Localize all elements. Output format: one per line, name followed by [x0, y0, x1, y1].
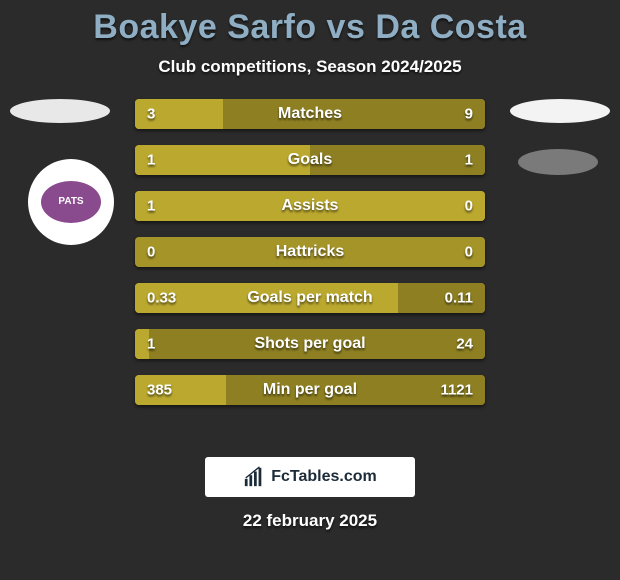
brand-text: FcTables.com — [271, 468, 377, 486]
player-right-photo-placeholder — [510, 99, 610, 123]
date-text: 22 february 2025 — [0, 511, 620, 531]
player-right-club-placeholder — [518, 149, 598, 175]
stat-label: Goals per match — [135, 289, 485, 307]
club-badge-icon: PATS — [41, 181, 101, 223]
stat-label: Shots per goal — [135, 335, 485, 353]
stat-row: 10Assists — [135, 191, 485, 221]
stat-label: Hattricks — [135, 243, 485, 261]
player-left-photo-placeholder — [10, 99, 110, 123]
stat-row: 0.330.11Goals per match — [135, 283, 485, 313]
club-badge-text: PATS — [58, 197, 83, 207]
stat-row: 39Matches — [135, 99, 485, 129]
brand-chart-icon — [243, 466, 265, 488]
stat-row: 00Hattricks — [135, 237, 485, 267]
stat-label: Min per goal — [135, 381, 485, 399]
comparison-card: Boakye Sarfo vs Da Costa Club competitio… — [0, 0, 620, 580]
stat-bars: 39Matches 11Goals 10Assists 00Hattricks 0.33… — [135, 99, 485, 421]
page-subtitle: Club competitions, Season 2024/2025 — [0, 57, 620, 77]
page-title: Boakye Sarfo vs Da Costa — [0, 8, 620, 47]
stat-label: Assists — [135, 197, 485, 215]
brand-box: FcTables.com — [205, 457, 415, 497]
stat-row: 3851121Min per goal — [135, 375, 485, 405]
stat-label: Matches — [135, 105, 485, 123]
comparison-stage: PATS 39Matches 11Goals 10Assists 00Hattrick… — [0, 99, 620, 439]
stat-label: Goals — [135, 151, 485, 169]
player-left-club-badge: PATS — [28, 159, 114, 245]
stat-row: 11Goals — [135, 145, 485, 175]
stat-row: 124Shots per goal — [135, 329, 485, 359]
